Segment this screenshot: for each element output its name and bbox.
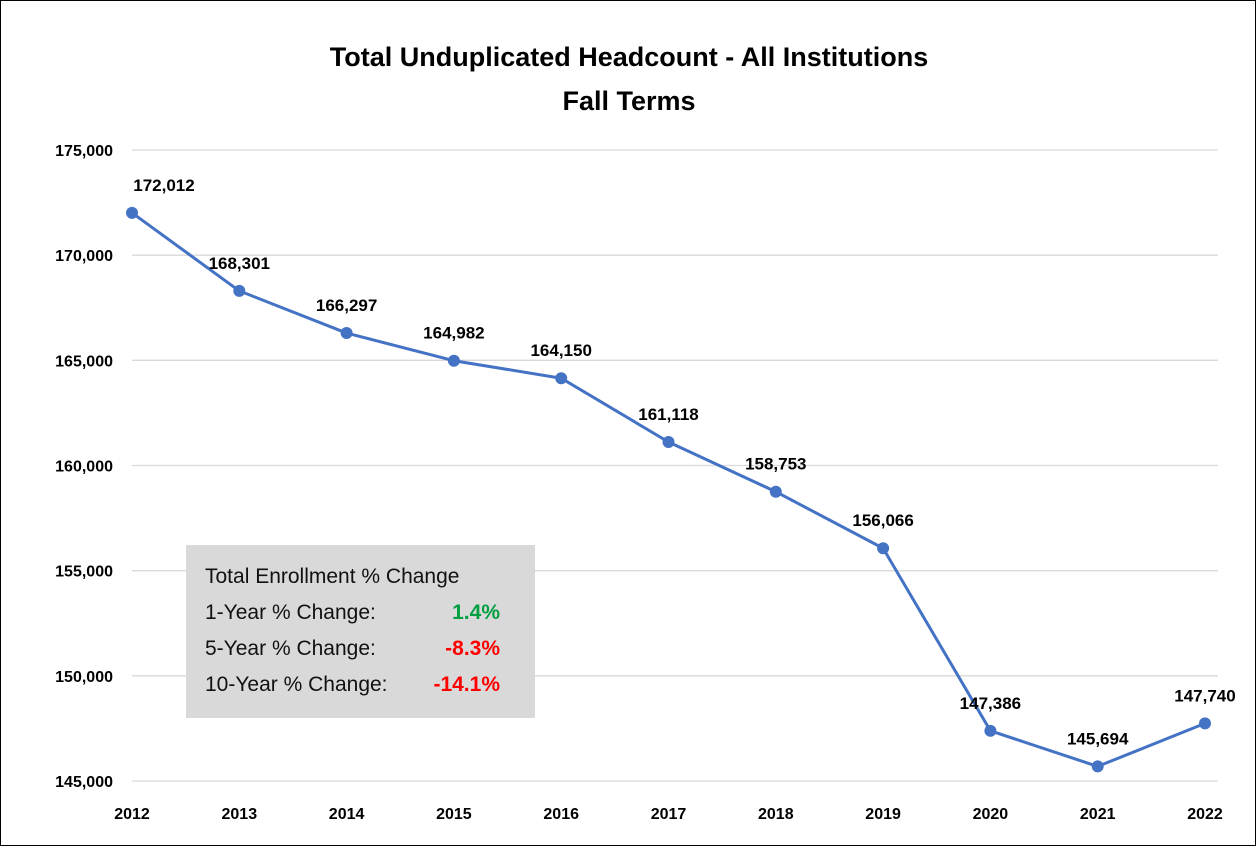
series-points xyxy=(126,206,1211,773)
data-labels: 172,012 168,301 166,297 164,982 164,150 161,1… xyxy=(133,176,1235,749)
data-label: 164,982 xyxy=(423,324,484,343)
x-tick-label: 2019 xyxy=(865,806,901,823)
change-row-1-year: 1-Year % Change: 1.4% xyxy=(205,595,535,631)
change-row-5-year: 5-Year % Change: -8.3% xyxy=(205,631,535,667)
x-tick-label: 2017 xyxy=(651,806,687,823)
data-label: 158,753 xyxy=(745,455,806,474)
data-label: 164,150 xyxy=(530,341,591,360)
y-tick-label: 155,000 xyxy=(55,564,113,581)
data-point xyxy=(1091,760,1104,773)
x-tick-label: 2015 xyxy=(436,806,472,823)
data-label: 172,012 xyxy=(133,176,194,195)
x-axis-tick-labels: 2012 2013 2014 2015 2016 2017 2018 2019 2020 2021… xyxy=(114,806,1223,823)
data-point xyxy=(1199,717,1211,730)
data-point xyxy=(877,542,890,555)
x-tick-label: 2020 xyxy=(973,806,1009,823)
change-row-label: 1-Year % Change: xyxy=(205,601,376,624)
change-row-label: 5-Year % Change: xyxy=(205,637,376,660)
x-tick-label: 2022 xyxy=(1187,806,1223,823)
y-tick-label: 175,000 xyxy=(55,143,113,160)
y-tick-label: 170,000 xyxy=(55,248,113,265)
y-tick-label: 150,000 xyxy=(55,669,113,686)
data-point xyxy=(555,372,568,385)
data-point xyxy=(984,724,997,737)
data-label: 147,740 xyxy=(1174,686,1235,705)
y-axis-tick-labels: 145,000 150,000 155,000 160,000 165,000 170,0… xyxy=(55,143,113,791)
data-point xyxy=(447,354,460,367)
data-label: 161,118 xyxy=(638,405,699,424)
x-tick-label: 2013 xyxy=(222,806,258,823)
data-label: 145,694 xyxy=(1067,729,1129,748)
data-label: 156,066 xyxy=(852,511,913,530)
data-point xyxy=(662,435,675,448)
change-row-label: 10-Year % Change: xyxy=(205,673,388,696)
data-label: 168,301 xyxy=(209,254,270,273)
change-row-value: 1.4% xyxy=(452,601,500,624)
x-tick-label: 2012 xyxy=(114,806,150,823)
data-point xyxy=(769,485,782,498)
data-label: 166,297 xyxy=(316,296,377,315)
data-label: 147,386 xyxy=(960,694,1021,713)
y-tick-label: 165,000 xyxy=(55,353,113,370)
x-tick-label: 2018 xyxy=(758,806,794,823)
x-tick-label: 2016 xyxy=(543,806,579,823)
data-point xyxy=(126,206,138,219)
chart-title: Total Unduplicated Headcount - All Insti… xyxy=(329,42,929,72)
y-tick-label: 145,000 xyxy=(55,774,113,791)
data-point xyxy=(340,327,353,340)
chart-subtitle: Fall Terms xyxy=(562,86,696,116)
change-row-value: -8.3% xyxy=(445,637,500,660)
enrollment-change-heading: Total Enrollment % Change xyxy=(205,565,460,588)
y-tick-label: 160,000 xyxy=(55,459,113,476)
change-row-value: -14.1% xyxy=(433,673,500,696)
x-tick-label: 2014 xyxy=(329,806,365,823)
x-tick-label: 2021 xyxy=(1080,806,1116,823)
change-row-10-year: 10-Year % Change: -14.1% xyxy=(205,667,535,703)
data-point xyxy=(233,284,246,297)
enrollment-change-box: Total Enrollment % Change 1-Year % Chang… xyxy=(186,545,535,718)
